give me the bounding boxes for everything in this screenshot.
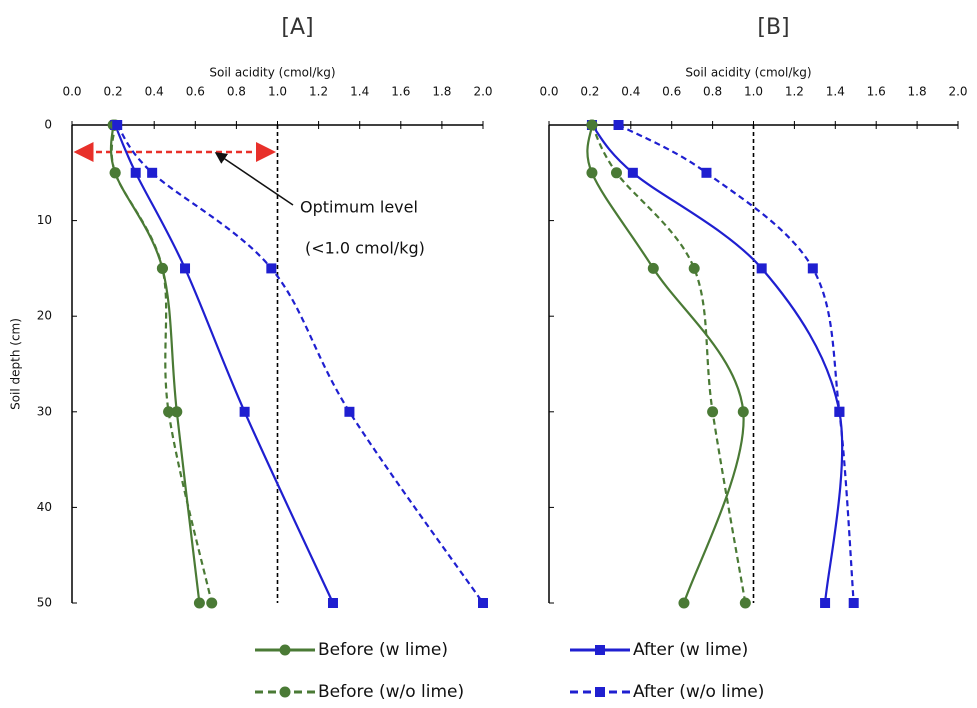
point [478,598,488,608]
x-tick-label: 2.0 [948,85,967,99]
x-tick-label: 0.6 [662,85,681,99]
y-tick-label: 0 [44,118,52,132]
panel-title: [A] [281,15,313,40]
point [586,119,598,131]
legend-label: Before (w/o lime) [318,682,464,702]
x-tick-label: 0.0 [62,85,81,99]
point [180,263,191,274]
y-tick-label: 40 [37,500,52,514]
point [163,406,175,418]
point [848,598,859,608]
point [239,406,250,417]
point [112,120,123,130]
x-tick-label: 1.8 [908,85,927,99]
x-tick-label: 2.0 [473,85,492,99]
point [701,167,712,178]
annotation: Optimum level [300,198,418,217]
series-line [116,124,484,604]
point [344,406,355,417]
y-tick-label: 20 [37,309,52,323]
series-line [618,124,855,604]
point [613,120,624,130]
x-tick-label: 0.0 [539,85,558,99]
legend-marker [595,687,605,697]
series-line [109,124,201,604]
x-tick-label: 1.2 [785,85,804,99]
point [756,263,767,274]
x-tick-label: 0.4 [621,85,640,99]
point [327,598,338,608]
x-tick-label: 1.6 [391,85,410,99]
point [147,167,158,178]
x-axis-label: Soil acidity (cmol/kg) [209,66,335,80]
legend-label: After (w/o lime) [633,682,764,702]
point [130,167,141,178]
point [627,167,638,178]
x-tick-label: 1.0 [268,85,287,99]
panel-title: [B] [757,15,789,40]
point [688,262,700,274]
panel: [B] Soil acidity (cmol/kg) 0.0 0.2 0.4 0.6 0.8… [539,15,968,609]
legend-marker [279,644,291,656]
point [193,597,205,609]
x-tick-label: 1.0 [744,85,763,99]
y-tick-label: 10 [37,213,52,227]
x-tick-label: 0.2 [580,85,599,99]
point [678,597,690,609]
annotation-arrow [214,152,294,206]
y-tick-label: 30 [37,404,52,418]
annotation: (<1.0 cmol/kg) [305,239,425,258]
point [834,406,845,417]
legend-label: Before (w lime) [318,640,448,660]
x-tick-label: 1.4 [350,85,369,99]
point [156,262,168,274]
point [266,263,277,274]
legend: Before (w lime) After (w lime) Before (w/o… [255,640,764,702]
legend-label: After (w lime) [633,640,748,660]
x-tick-label: 0.4 [145,85,164,99]
point [807,263,818,274]
legend-marker [595,645,605,655]
point [739,597,751,609]
point [707,406,719,418]
point [109,167,121,179]
y-tick-label: 50 [37,596,52,610]
x-tick-label: 0.2 [104,85,123,99]
series-line [110,124,213,604]
point [586,167,598,179]
y-axis-label: Soil depth (cm) [9,318,23,410]
x-tick-label: 1.4 [826,85,845,99]
x-axis-label: Soil acidity (cmol/kg) [685,66,811,80]
x-tick-label: 1.2 [309,85,328,99]
x-tick-label: 0.8 [703,85,722,99]
point [737,406,749,418]
x-tick-label: 0.6 [186,85,205,99]
point [820,598,831,608]
point [206,597,218,609]
point [647,262,659,274]
point [610,167,622,179]
x-tick-label: 1.8 [432,85,451,99]
panel: [A] Soil acidity (cmol/kg) 0.0 0.2 0.4 0.6 0.8… [9,15,493,610]
point [171,406,183,418]
x-tick-label: 1.6 [867,85,886,99]
series-line [591,124,844,604]
legend-marker [279,686,291,698]
x-tick-label: 0.8 [227,85,246,99]
